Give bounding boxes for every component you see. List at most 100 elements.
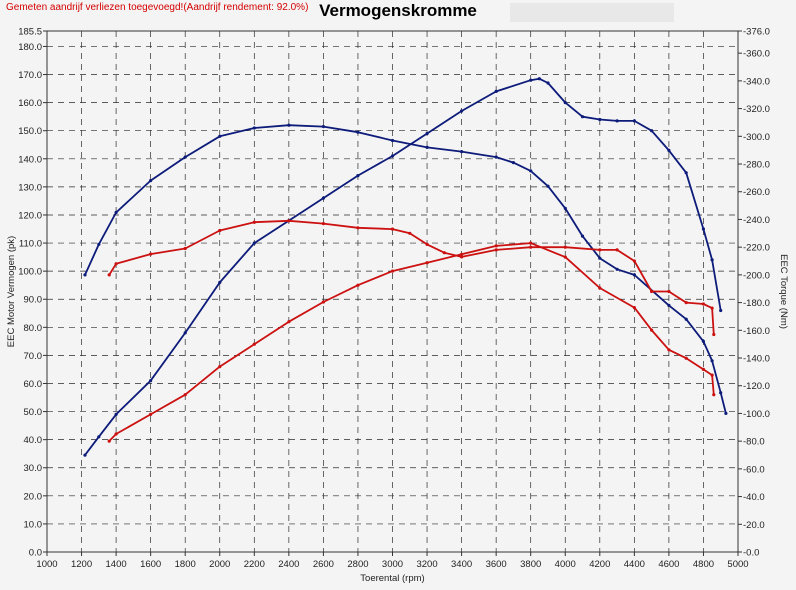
- data-point-torque-blue: [615, 267, 619, 271]
- y-tick-label: 150.0: [18, 126, 42, 137]
- y2-tick-label: -360.0: [743, 49, 770, 60]
- data-point-torque-red: [712, 332, 716, 337]
- y-tick-label: 100.0: [18, 267, 42, 278]
- data-point-power-red: [650, 328, 654, 332]
- data-point-torque-blue: [114, 210, 118, 215]
- title-placeholder-box: [510, 3, 674, 22]
- y-tick-label: 10.0: [24, 519, 43, 530]
- y-tick-label: 0.0: [29, 548, 42, 559]
- data-point-torque-blue: [701, 339, 706, 343]
- y-tick-label: 50.0: [24, 407, 43, 418]
- y-tick-label: 185.5: [18, 27, 42, 38]
- data-point-power-red: [667, 348, 671, 352]
- data-point-power-blue: [667, 148, 671, 152]
- y2-tick-label: -280.0: [743, 160, 770, 171]
- data-point-power-blue: [252, 241, 256, 245]
- x-axis-ticks: 1000 1200 1400 1600 1800 2000 2200 2400 2600 2800…: [36, 552, 749, 570]
- y-tick-label: 30.0: [24, 463, 43, 474]
- y-tick-label: 20.0: [24, 491, 43, 502]
- data-point-torque-red: [563, 245, 567, 249]
- data-point-power-blue: [684, 171, 688, 175]
- y-tick-label: 160.0: [18, 98, 42, 109]
- data-point-power-red: [356, 283, 360, 287]
- y2-tick-label: -160.0: [743, 326, 770, 337]
- data-point-power-blue: [218, 280, 222, 284]
- data-point-power-red: [321, 300, 325, 304]
- y2-tick-label: -60.0: [743, 464, 765, 475]
- data-point-torque-red: [252, 220, 256, 224]
- left-y-axis-ticks: 0.0 10.0 20.0 30.0 40.0 50.0 60.0 70.0 80.0 90.0 1…: [18, 27, 47, 559]
- data-point-torque-blue: [390, 138, 395, 143]
- data-point-power-blue: [563, 101, 567, 105]
- data-point-power-red: [287, 320, 291, 324]
- y2-tick-label: -220.0: [743, 243, 770, 254]
- data-point-power-blue: [537, 77, 541, 81]
- data-point-power-blue: [460, 109, 464, 113]
- data-point-torque-blue: [529, 169, 533, 173]
- data-point-torque-red: [390, 227, 395, 231]
- x-tick-label: 3000: [382, 559, 403, 570]
- data-point-power-blue: [719, 308, 723, 313]
- x-tick-label: 3400: [451, 559, 472, 570]
- data-point-power-red: [183, 393, 187, 397]
- data-point-torque-red: [632, 259, 637, 263]
- data-point-power-red: [632, 306, 637, 310]
- series-line-torque-red: [108, 219, 715, 335]
- y2-tick-label: -140.0: [743, 354, 770, 365]
- y-tick-label: 70.0: [24, 351, 43, 362]
- y-tick-label: 60.0: [24, 379, 43, 390]
- data-point-power-red: [494, 244, 498, 248]
- y2-tick-label: -180.0: [743, 298, 770, 309]
- data-point-torque-red: [114, 262, 118, 266]
- data-point-power-blue: [183, 331, 187, 335]
- data-point-power-blue: [114, 412, 118, 416]
- data-point-torque-red: [408, 231, 412, 235]
- data-point-torque-blue: [287, 123, 291, 127]
- data-point-power-red: [598, 286, 602, 290]
- x-tick-label: 1200: [71, 559, 92, 570]
- y-tick-label: 80.0: [24, 323, 43, 334]
- data-point-power-red: [114, 432, 118, 436]
- data-point-power-blue: [83, 453, 87, 457]
- data-point-torque-red: [149, 252, 153, 256]
- data-point-torque-blue: [183, 155, 187, 159]
- y-tick-label: 180.0: [18, 42, 42, 53]
- data-point-torque-red: [321, 222, 325, 226]
- data-point-power-red: [390, 269, 395, 273]
- data-point-power-blue: [97, 435, 101, 439]
- data-point-torque-red: [287, 219, 291, 223]
- data-point-power-blue: [580, 115, 585, 119]
- x-tick-label: 1600: [140, 559, 161, 570]
- data-point-torque-blue: [546, 184, 550, 188]
- data-point-torque-red: [494, 248, 498, 252]
- y-tick-label: 120.0: [18, 210, 42, 221]
- data-point-torque-red: [356, 226, 360, 230]
- data-point-power-blue: [632, 119, 637, 123]
- data-point-torque-red: [107, 273, 111, 277]
- data-point-power-blue: [546, 81, 550, 85]
- data-point-torque-red: [684, 301, 688, 305]
- data-point-torque-red: [218, 228, 222, 233]
- y2-tick-label: -100.0: [743, 409, 770, 420]
- x-tick-label: 3200: [416, 559, 437, 570]
- x-tick-label: 2200: [244, 559, 265, 570]
- y2-tick-label: -240.0: [743, 215, 770, 226]
- x-tick-label: 4600: [658, 559, 679, 570]
- x-tick-label: 4000: [555, 559, 576, 570]
- y-tick-label: 170.0: [18, 70, 42, 81]
- chart-title: Vermogenskromme: [319, 1, 477, 20]
- data-point-torque-blue: [494, 155, 498, 159]
- data-point-torque-blue: [719, 391, 723, 395]
- data-point-torque-blue: [97, 242, 101, 246]
- y2-tick-label: -376.0: [743, 27, 770, 38]
- data-point-torque-red: [667, 289, 671, 294]
- x-tick-label: 4400: [624, 559, 645, 570]
- y2-tick-label: -0.0: [743, 548, 759, 559]
- data-point-torque-blue: [667, 303, 671, 307]
- data-point-power-blue: [615, 119, 619, 123]
- data-point-torque-blue: [218, 134, 222, 138]
- x-tick-label: 2800: [347, 559, 368, 570]
- grid-lines: [46, 30, 739, 553]
- data-point-power-red: [701, 367, 706, 371]
